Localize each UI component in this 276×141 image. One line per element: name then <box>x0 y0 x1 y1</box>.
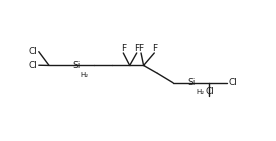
Text: Cl: Cl <box>205 87 214 96</box>
Text: Si: Si <box>72 61 80 70</box>
Text: F: F <box>139 44 144 53</box>
Text: Cl: Cl <box>29 61 38 70</box>
Text: F: F <box>134 44 139 53</box>
Text: H₂: H₂ <box>81 72 89 78</box>
Text: Si: Si <box>187 78 196 87</box>
Text: F: F <box>121 44 126 53</box>
Text: Cl: Cl <box>29 47 38 56</box>
Text: Cl: Cl <box>228 78 237 87</box>
Text: F: F <box>152 44 157 53</box>
Text: H₂: H₂ <box>196 89 204 95</box>
